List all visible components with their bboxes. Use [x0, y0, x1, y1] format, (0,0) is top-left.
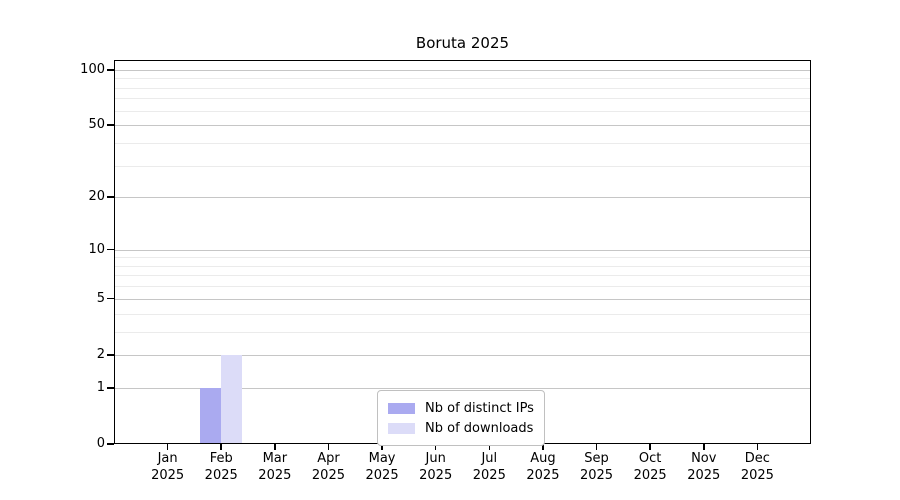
y-tick-label: 2 — [96, 346, 105, 362]
x-tick-label: Jan 2025 — [125, 450, 211, 484]
x-tick-label-line: 2025 — [365, 468, 399, 483]
x-tick-mark — [274, 444, 276, 450]
gridline-major — [114, 197, 811, 199]
y-tick-label: 50 — [88, 117, 105, 133]
y-tick-mark — [107, 354, 114, 356]
gridline-major — [114, 125, 811, 127]
y-tick-mark — [107, 297, 114, 300]
plot-area — [114, 60, 811, 444]
gridline-minor — [114, 142, 811, 144]
legend-swatch-downloads — [388, 422, 415, 434]
gridline-major — [114, 298, 811, 300]
x-tick-label-line: 2025 — [311, 468, 345, 483]
x-tick-mark — [542, 444, 544, 450]
x-tick-label: Mar 2025 — [232, 450, 318, 484]
gridline-minor — [114, 98, 811, 100]
gridline-minor — [114, 265, 811, 267]
y-tick-label: 5 — [96, 290, 105, 306]
x-tick-label-line: Jun — [425, 451, 446, 466]
x-tick-label-line: 2025 — [204, 468, 238, 483]
x-tick-mark — [756, 444, 759, 450]
gridline-minor — [114, 78, 811, 80]
x-tick-label-line: 2025 — [258, 468, 292, 483]
y-tick-mark — [107, 248, 114, 251]
x-tick-label-line: 2025 — [740, 468, 774, 483]
legend-entry-distinct-ips: Nb of distinct IPs — [388, 398, 534, 418]
legend-label-distinct-ips: Nb of distinct IPs — [425, 400, 534, 416]
y-tick-label: 1 — [96, 379, 105, 395]
y-tick-mark — [107, 443, 114, 445]
x-tick-label: Nov 2025 — [661, 450, 747, 484]
x-tick-label: Dec 2025 — [714, 450, 800, 484]
gridline-minor — [114, 286, 811, 288]
x-tick-label: Oct 2025 — [607, 450, 693, 484]
gridline-major — [114, 354, 811, 356]
bar-distinct-ips — [200, 387, 222, 444]
x-tick-label-line: 2025 — [687, 468, 721, 483]
x-tick-label: Feb 2025 — [178, 450, 264, 484]
x-tick-label: Aug 2025 — [500, 450, 586, 484]
x-tick-mark — [166, 444, 169, 450]
gridline-major — [114, 249, 811, 251]
legend-swatch-distinct-ips — [388, 402, 415, 414]
y-tick-mark — [107, 196, 114, 198]
x-tick-mark — [434, 444, 437, 450]
x-tick-label-line: Sep — [584, 451, 609, 466]
x-tick-label-line: Apr — [317, 451, 340, 466]
x-tick-mark — [381, 444, 383, 450]
x-tick-label-line: Mar — [262, 451, 288, 466]
chart-title: Boruta 2025 — [415, 34, 510, 52]
x-tick-mark — [220, 444, 222, 450]
x-tick-label-line: Nov — [691, 451, 717, 466]
x-tick-label-line: 2025 — [419, 468, 453, 483]
gridline-minor — [114, 257, 811, 259]
y-tick-label: 0 — [96, 436, 105, 451]
x-tick-label-line: 2025 — [526, 468, 560, 483]
x-tick-label-line: May — [368, 451, 396, 466]
x-tick-label: May 2025 — [339, 450, 425, 484]
x-tick-mark — [327, 444, 330, 450]
x-tick-label: Apr 2025 — [285, 450, 371, 484]
x-tick-mark — [703, 444, 705, 450]
x-tick-label: Jul 2025 — [446, 450, 532, 484]
bar-downloads — [221, 354, 243, 444]
y-tick-mark — [107, 387, 114, 389]
gridline-minor — [114, 331, 811, 333]
x-tick-mark — [595, 444, 598, 450]
x-tick-label-line: 2025 — [472, 468, 506, 483]
x-tick-label-line: 2025 — [579, 468, 614, 483]
y-tick-mark — [107, 124, 114, 126]
gridline-major — [114, 387, 811, 389]
gridline-minor — [114, 313, 811, 315]
x-tick-label: Jun 2025 — [393, 450, 479, 484]
gridline-minor — [114, 165, 811, 167]
gridline-minor — [114, 87, 811, 89]
gridline-minor — [114, 275, 811, 277]
gridline-major — [114, 69, 811, 71]
x-tick-label-line: Jul — [481, 451, 498, 466]
x-tick-label-line: Dec — [744, 451, 770, 466]
x-tick-label-line: 2025 — [151, 468, 185, 483]
y-tick-label: 10 — [88, 241, 105, 257]
x-tick-mark — [488, 444, 491, 450]
x-tick-label-line: Feb — [209, 451, 233, 466]
legend-entry-downloads: Nb of downloads — [388, 418, 534, 438]
legend: Nb of distinct IPs Nb of downloads — [377, 390, 545, 446]
x-tick-mark — [649, 444, 651, 450]
gridline-minor — [114, 110, 811, 112]
x-tick-label-line: Oct — [638, 451, 662, 466]
x-tick-label: Sep 2025 — [554, 450, 640, 484]
x-tick-label-line: Jan — [157, 451, 178, 466]
legend-label-downloads: Nb of downloads — [425, 420, 534, 436]
x-tick-label-line: 2025 — [633, 468, 667, 483]
y-tick-label: 100 — [80, 61, 105, 77]
y-tick-label: 20 — [88, 189, 105, 205]
y-tick-mark — [107, 69, 114, 71]
x-tick-label-line: Aug — [530, 451, 556, 466]
